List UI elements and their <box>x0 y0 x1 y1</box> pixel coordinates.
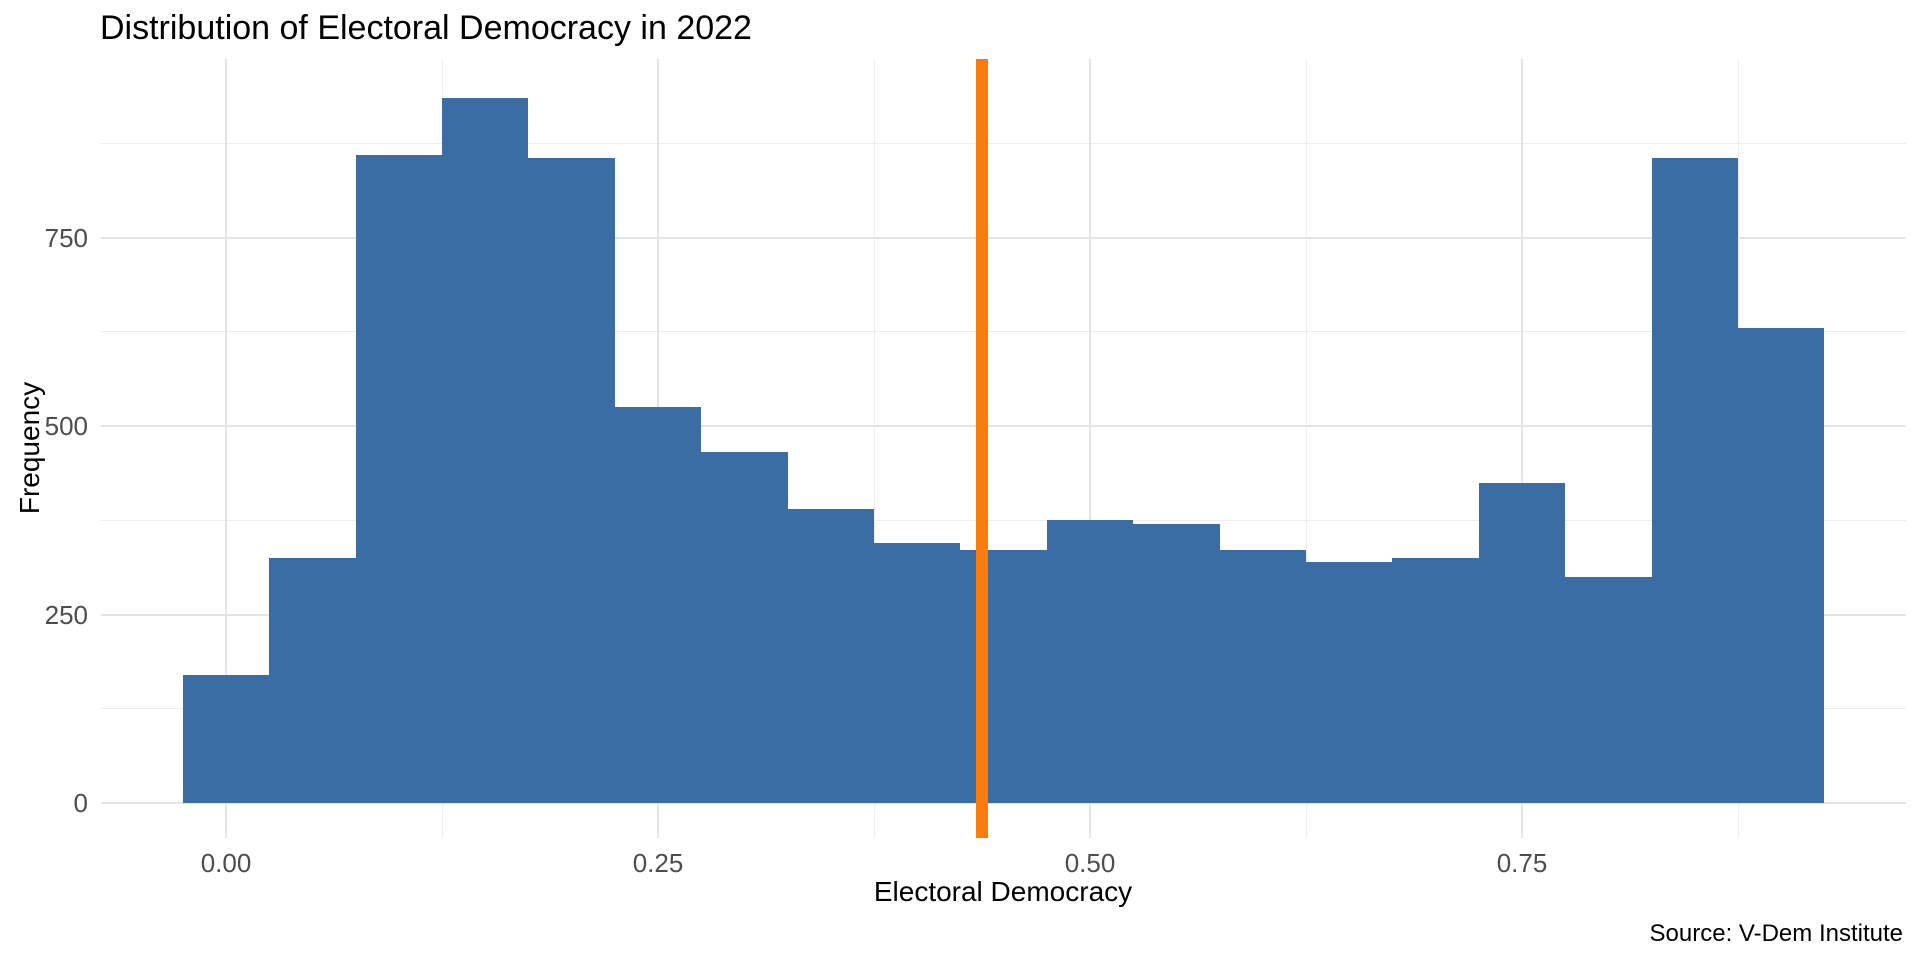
histogram-bar <box>787 508 874 803</box>
histogram-bar <box>874 542 961 803</box>
histogram-bar <box>960 550 1047 803</box>
histogram-bar <box>355 154 442 803</box>
x-axis-title: Electoral Democracy <box>873 876 1133 907</box>
histogram-bar <box>701 452 788 803</box>
gridline-y-major <box>101 236 1906 239</box>
x-tick-label: 0.50 <box>1064 848 1116 878</box>
histogram-bar <box>1651 158 1738 803</box>
gridline-x-minor <box>1305 59 1307 838</box>
gridline-y-major <box>101 425 1906 427</box>
gridline-y-major <box>101 802 1906 804</box>
x-tick-label: 0.00 <box>200 848 252 878</box>
histogram-bar <box>1133 524 1220 803</box>
gridline-y-minor <box>101 331 1906 333</box>
histogram-bar <box>1219 550 1306 803</box>
histogram-bar <box>1306 561 1393 803</box>
histogram-bar <box>1738 327 1825 803</box>
gridline-x-minor <box>873 59 875 838</box>
gridline-x-major <box>225 59 227 838</box>
y-tick-label: 250 <box>44 599 88 630</box>
gridline-x-major <box>1089 59 1091 838</box>
gridline-y-minor <box>101 519 1906 521</box>
histogram-bar <box>1478 482 1566 803</box>
y-tick-label: 500 <box>44 411 88 441</box>
y-tick-label: 0 <box>73 788 88 818</box>
reference-line <box>976 59 988 838</box>
gridline-x-major <box>1521 59 1523 838</box>
histogram-bar <box>182 674 270 803</box>
source-note: Source: V-Dem Institute <box>1649 920 1903 947</box>
y-axis-title: Frequency <box>14 381 45 515</box>
histogram-bar <box>1392 557 1479 803</box>
y-tick-label: 750 <box>44 222 88 253</box>
x-tick-label: 0.25 <box>632 848 684 878</box>
histogram-bar <box>1046 520 1134 803</box>
histogram-bar <box>442 98 529 803</box>
chart-title: Distribution of Electoral Democracy in 2… <box>100 9 752 47</box>
gridline-y-minor <box>101 142 1906 144</box>
histogram-bar <box>1565 576 1652 803</box>
x-tick-label: 0.75 <box>1496 848 1548 878</box>
histogram-bar <box>528 158 615 803</box>
histogram-bar <box>614 407 702 803</box>
histogram-bar <box>269 557 356 803</box>
